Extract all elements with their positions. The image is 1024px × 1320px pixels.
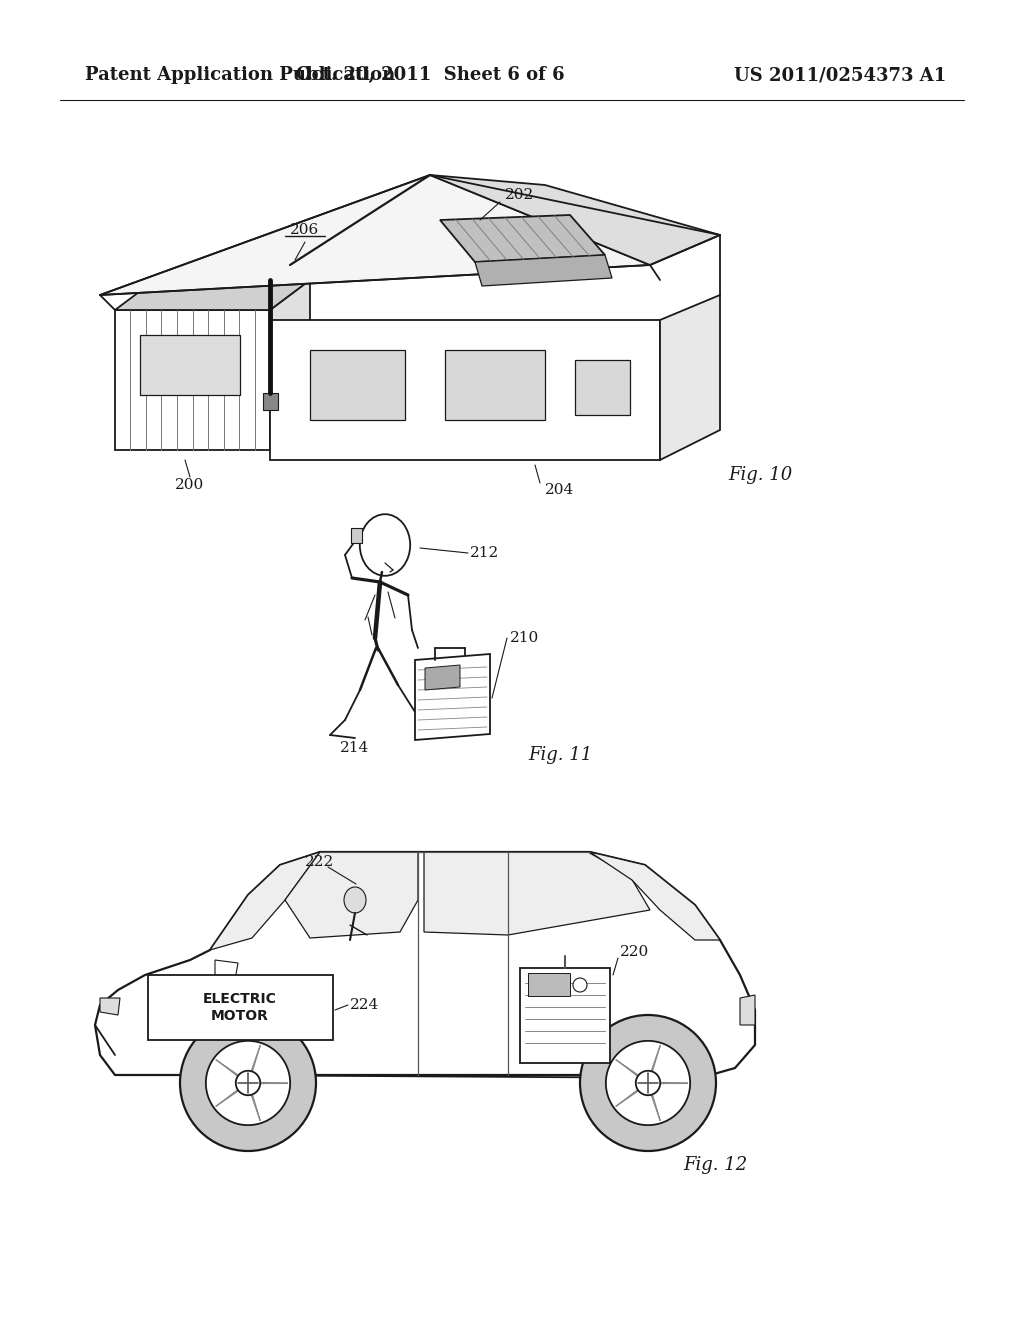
Ellipse shape <box>344 887 366 913</box>
Polygon shape <box>285 851 418 939</box>
Circle shape <box>606 1041 690 1125</box>
Text: Oct. 20, 2011  Sheet 6 of 6: Oct. 20, 2011 Sheet 6 of 6 <box>296 66 564 84</box>
Text: 210: 210 <box>510 631 540 645</box>
Polygon shape <box>310 350 406 420</box>
Circle shape <box>580 1015 716 1151</box>
Polygon shape <box>575 360 630 414</box>
Circle shape <box>236 1071 260 1096</box>
Polygon shape <box>425 665 460 690</box>
Polygon shape <box>660 294 720 459</box>
Polygon shape <box>415 653 490 741</box>
Text: 206: 206 <box>291 223 319 238</box>
Polygon shape <box>100 176 650 294</box>
Polygon shape <box>95 851 755 1082</box>
Circle shape <box>180 1015 316 1151</box>
Polygon shape <box>148 975 333 1040</box>
Text: 202: 202 <box>505 187 535 202</box>
Circle shape <box>573 978 587 993</box>
Text: 200: 200 <box>175 478 205 492</box>
Polygon shape <box>590 851 720 940</box>
Text: 212: 212 <box>470 546 500 560</box>
Polygon shape <box>424 851 650 935</box>
Text: US 2011/0254373 A1: US 2011/0254373 A1 <box>734 66 946 84</box>
Circle shape <box>206 1041 290 1125</box>
Ellipse shape <box>359 515 411 576</box>
Text: 224: 224 <box>350 998 379 1012</box>
Polygon shape <box>520 968 610 1063</box>
Polygon shape <box>445 350 545 420</box>
Polygon shape <box>528 973 570 997</box>
Circle shape <box>636 1071 660 1096</box>
Polygon shape <box>263 393 278 411</box>
Polygon shape <box>115 310 270 450</box>
Polygon shape <box>440 215 605 261</box>
Polygon shape <box>100 998 120 1015</box>
Text: 204: 204 <box>545 483 574 498</box>
Text: MOTOR: MOTOR <box>211 1008 269 1023</box>
Polygon shape <box>210 851 319 950</box>
Polygon shape <box>270 280 310 450</box>
Text: 214: 214 <box>340 741 370 755</box>
Polygon shape <box>115 280 310 310</box>
Polygon shape <box>351 528 362 543</box>
Text: Patent Application Publication: Patent Application Publication <box>85 66 395 84</box>
Text: Fig. 12: Fig. 12 <box>683 1156 748 1173</box>
Text: 222: 222 <box>305 855 334 869</box>
Polygon shape <box>140 335 240 395</box>
Text: Fig. 11: Fig. 11 <box>528 746 592 764</box>
Text: 220: 220 <box>620 945 649 960</box>
Polygon shape <box>475 255 612 286</box>
Polygon shape <box>740 995 755 1026</box>
Polygon shape <box>215 960 238 979</box>
Text: ELECTRIC: ELECTRIC <box>203 993 276 1006</box>
Polygon shape <box>270 319 660 459</box>
Text: Fig. 10: Fig. 10 <box>728 466 793 484</box>
Polygon shape <box>430 176 720 265</box>
